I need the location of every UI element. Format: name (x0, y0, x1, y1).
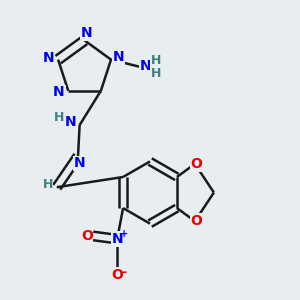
Text: N: N (80, 26, 92, 40)
Text: -: - (122, 266, 127, 279)
Text: N: N (112, 232, 124, 246)
Text: O: O (190, 214, 202, 228)
Text: H: H (54, 111, 64, 124)
Text: N: N (65, 116, 76, 129)
Text: N: N (53, 85, 65, 99)
Text: H: H (151, 67, 161, 80)
Text: N: N (140, 59, 151, 73)
Text: N: N (43, 51, 55, 65)
Text: O: O (190, 157, 202, 171)
Text: N: N (112, 50, 124, 64)
Text: O: O (81, 229, 93, 243)
Text: H: H (151, 54, 161, 67)
Text: H: H (42, 178, 53, 191)
Text: +: + (120, 229, 128, 239)
Text: N: N (74, 156, 85, 170)
Text: O: O (111, 268, 123, 282)
